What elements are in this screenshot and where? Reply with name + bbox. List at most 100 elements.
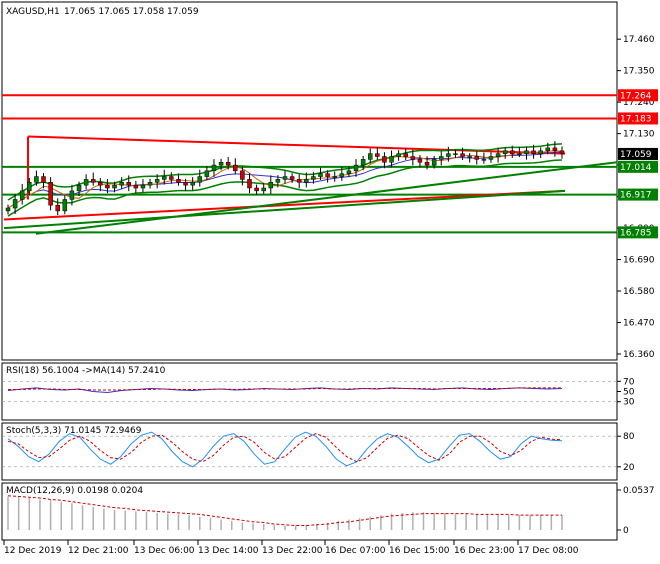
level-tag-label: 17.183 [620,114,652,124]
candle-body [119,182,124,186]
current-price-tag [618,147,658,160]
x-tick-label: 13 Dec 06:00 [134,546,195,556]
y-tick-label: 17.240 [623,98,655,108]
candle-body [467,156,472,158]
rsi-tick-label: 30 [623,398,635,408]
candle-body [524,150,529,154]
y-tick-label: 17.460 [623,35,655,45]
candle-body [559,150,565,154]
candle-body [190,182,195,186]
candle-body [360,159,366,166]
rsi-series-line [8,387,562,391]
candle-body [481,159,487,161]
y-tick-label: 16.470 [623,319,655,329]
level-tag-label: 16.785 [620,228,652,238]
candle-body [204,170,210,177]
x-tick-label: 13 Dec 14:00 [198,546,259,556]
candle-body [403,153,408,157]
candle-body [69,190,75,200]
stoch-tick-label: 20 [623,463,635,473]
candle-body [389,156,394,163]
macd-tick-label: 0.0537 [623,486,655,496]
candle-body [375,153,380,157]
candle-body [396,153,401,157]
y-tick-label: 17.130 [623,130,655,140]
candle-body [169,176,174,180]
candle-body [27,182,32,192]
y-tick-label: 17.350 [623,67,655,77]
candle-body [12,199,18,209]
rsi-tick-label: 50 [623,388,635,398]
candle-body [446,153,451,157]
candle-body [474,156,480,160]
candle-body [140,184,146,189]
candle-body [147,182,153,186]
candle-body [90,179,96,183]
candle-body [105,184,110,189]
candle-body [268,182,274,189]
candle-body [34,176,39,183]
candle-body [502,150,508,154]
y-tick-label: 16.690 [623,256,655,266]
candle-body [510,150,515,154]
candle-body [417,159,423,163]
candle-body [162,176,167,180]
candle-body [296,179,302,183]
level-tag [618,160,658,173]
candle-body [318,173,323,177]
level-tag [618,89,658,102]
candle-body [19,190,25,200]
candle-body [62,199,68,212]
candle-body [282,176,288,180]
candle-body [247,179,252,189]
candle-body [311,176,316,180]
candle-body [233,164,238,172]
candle-body [332,176,337,178]
candle-body [48,182,53,206]
candle-body [289,176,295,180]
macd-title: MACD(12,26,9) 0.0198 0.0204 [6,486,143,496]
main-pane-frame [1,1,618,361]
candle-body [424,161,430,166]
candle-body [76,184,82,192]
current-price-label: 17.059 [620,150,652,160]
bollinger-lower [7,159,563,217]
x-tick-label: 13 Dec 22:00 [262,546,323,556]
candle-body [261,187,266,192]
x-tick-label: 17 Dec 08:00 [518,546,579,556]
candle-body [133,184,139,189]
candle-body [495,153,501,157]
candle-body [197,176,203,183]
candle-body [275,179,281,183]
candle-body [460,153,465,157]
y-tick-label: 16.360 [623,350,655,360]
candle-body [254,187,259,192]
level-tag [618,188,658,201]
x-tick-label: 12 Dec 21:00 [68,546,129,556]
level-tag [618,112,658,125]
macd-signal-line [7,495,562,527]
stoch-series-line [7,433,563,463]
candle-body [538,150,543,154]
level-tag [618,226,658,239]
candle-body [552,147,558,152]
candle-body [453,153,458,155]
chart-title: XAGUSD,H1 [6,7,60,17]
candle-body [488,156,494,160]
candle-body [176,179,181,183]
candle-body [531,150,536,154]
candle-body [367,153,373,160]
x-tick-label: 16 Dec 07:00 [325,546,386,556]
level-tag-label: 16.917 [620,191,652,201]
x-tick-label: 12 Dec 2019 [4,546,62,556]
candle-body [55,204,60,212]
rsi-tick-label: 70 [623,377,635,387]
candle-body [5,207,11,212]
candle-body [431,159,437,166]
candle-body [112,184,117,189]
candle-body [183,182,188,186]
candle-body [517,153,522,155]
candle-body [346,170,352,174]
